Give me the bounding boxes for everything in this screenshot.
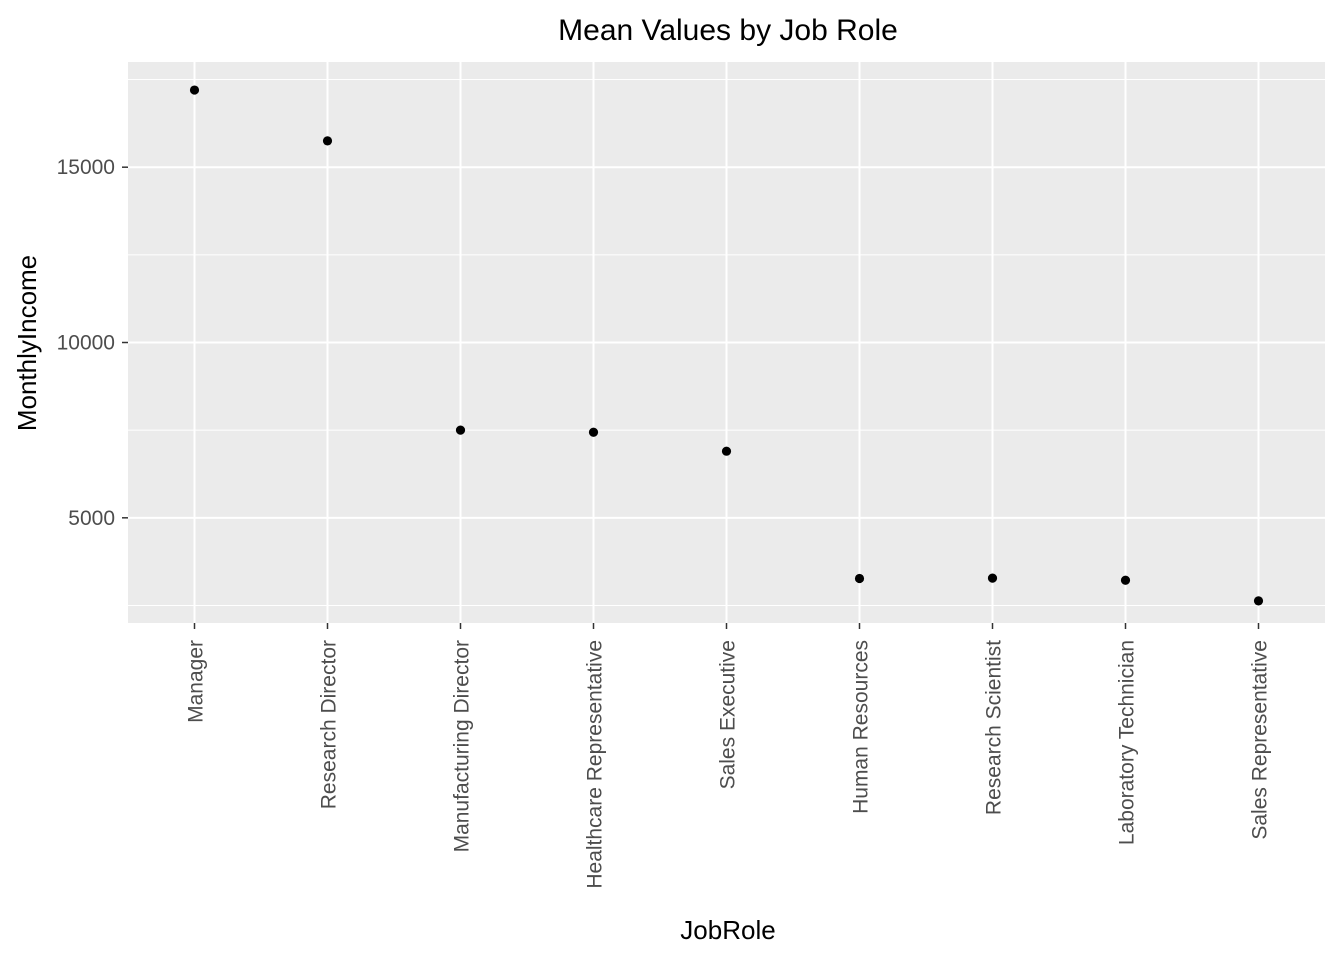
x-tick-label-3: Healthcare Representative — [584, 640, 607, 889]
data-point-3 — [588, 427, 599, 437]
chart-title: Mean Values by Job Role — [558, 14, 898, 47]
x-tick-label-2: Manufacturing Director — [451, 640, 474, 852]
data-point-7 — [1120, 575, 1131, 585]
x-tick-label-1: Research Director — [318, 640, 341, 809]
data-point-2 — [455, 425, 466, 435]
points-layer — [189, 85, 1264, 606]
y-axis: 5000 10000 15000 — [57, 156, 128, 530]
x-tick-label-8: Sales Representative — [1249, 640, 1272, 840]
y-tick-label-0: 5000 — [68, 507, 115, 530]
data-point-4 — [721, 446, 732, 456]
x-tick-label-0: Manager — [185, 640, 208, 723]
data-point-1 — [322, 136, 333, 146]
grid-layer — [128, 62, 1325, 623]
y-axis-title: MonthlyIncome — [12, 255, 42, 431]
y-tick-label-1: 10000 — [57, 332, 115, 355]
x-axis: Manager Research Director Manufacturing Di… — [185, 623, 1272, 889]
x-tick-label-6: Research Scientist — [983, 640, 1006, 815]
data-point-8 — [1253, 596, 1264, 606]
data-point-5 — [854, 573, 865, 584]
x-tick-label-7: Laboratory Technician — [1116, 640, 1139, 845]
y-tick-label-2: 15000 — [57, 156, 115, 179]
data-point-6 — [987, 573, 998, 583]
x-tick-label-4: Sales Executive — [717, 640, 740, 789]
x-axis-title: JobRole — [680, 915, 775, 945]
data-point-0 — [189, 85, 200, 95]
x-tick-label-5: Human Resources — [850, 640, 873, 814]
